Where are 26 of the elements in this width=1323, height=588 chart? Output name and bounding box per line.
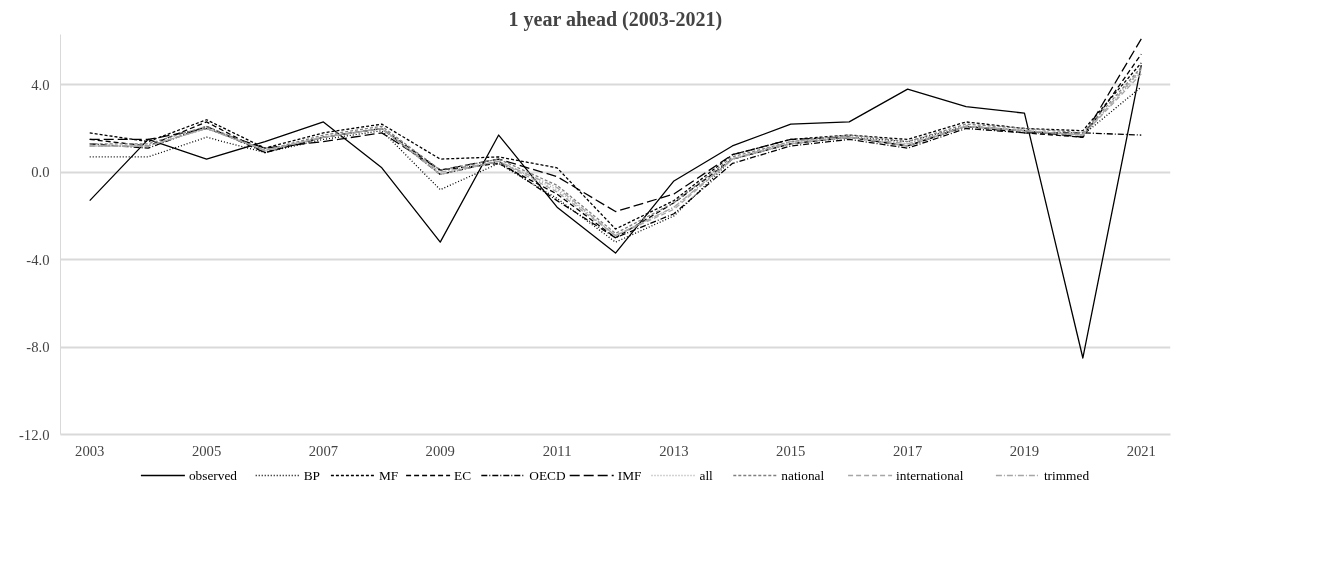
y-tick-label: -8.0 xyxy=(26,339,50,356)
y-tick-label: 0.0 xyxy=(31,164,50,181)
x-tick-label: 2009 xyxy=(425,442,455,459)
legend-label: EC xyxy=(454,468,472,483)
legend-label: OECD xyxy=(529,468,566,483)
legend-label: national xyxy=(781,468,825,483)
legend-label: BP xyxy=(303,468,321,483)
x-tick-label: 2021 xyxy=(1126,442,1156,459)
y-tick-label: -12.0 xyxy=(18,426,50,443)
chart-title: 1 year ahead (2003-2021) xyxy=(508,7,723,31)
x-tick-label: 2011 xyxy=(542,442,572,459)
x-tick-label: 2003 xyxy=(75,442,105,459)
legend-label: IMF xyxy=(617,468,642,483)
y-tick-label: 4.0 xyxy=(31,76,50,93)
x-tick-label: 2019 xyxy=(1009,442,1040,459)
x-tick-label: 2007 xyxy=(308,442,339,459)
legend-label: trimmed xyxy=(1043,468,1090,483)
x-tick-label: 2005 xyxy=(191,442,222,459)
y-tick-label: -4.0 xyxy=(26,251,50,268)
legend-label: international xyxy=(896,468,964,483)
legend-label: observed xyxy=(188,468,238,483)
x-tick-label: 2013 xyxy=(659,442,689,459)
legend-label: all xyxy=(699,468,714,483)
legend-label: MF xyxy=(378,468,399,483)
x-tick-label: 2015 xyxy=(776,442,806,459)
x-tick-label: 2017 xyxy=(892,442,923,459)
